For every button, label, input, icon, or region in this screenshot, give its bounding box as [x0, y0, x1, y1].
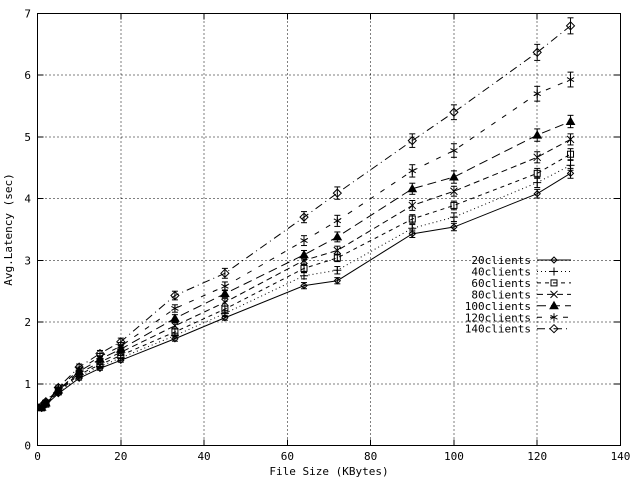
x-tick-label: 20 [114, 450, 127, 463]
x-tick-label: 140 [611, 450, 631, 463]
y-tick-label: 5 [24, 131, 31, 144]
tick-labels: 0 20 40 60 80 100 120 140 0 1 2 3 4 5 6 7 [24, 8, 630, 464]
legend-item-140clients: 140clients [465, 323, 571, 336]
legend-label: 40clients [471, 265, 531, 278]
legend-label: 80clients [471, 288, 531, 301]
y-tick-label: 4 [24, 193, 31, 206]
legend-label: 100clients [465, 300, 531, 313]
x-tick-label: 100 [444, 450, 464, 463]
y-tick-label: 3 [24, 254, 31, 267]
plot-border [37, 13, 621, 446]
legend-label: 120clients [465, 311, 531, 324]
legend-item-20clients: 20clients [471, 254, 571, 267]
y-tick-label: 2 [24, 316, 31, 329]
legend-item-60clients: 60clients [471, 277, 571, 290]
gridlines [37, 13, 621, 446]
legend-label: 20clients [471, 254, 531, 267]
series-140clients [36, 17, 576, 411]
y-tick-label: 0 [24, 440, 31, 453]
y-axis-label: Avg.Latency (sec) [2, 173, 15, 286]
legend: 20clients40clients60clients80clients100c… [465, 254, 571, 336]
legend-item-80clients: 80clients [471, 288, 571, 301]
legend-item-100clients: 100clients [465, 300, 571, 313]
y-tick-label: 7 [24, 8, 31, 21]
y-tick-label: 6 [24, 69, 31, 82]
x-tick-label: 120 [527, 450, 547, 463]
y-tick-label: 1 [24, 378, 31, 391]
x-axis-label: File Size (KBytes) [269, 465, 388, 478]
legend-label: 60clients [471, 277, 531, 290]
x-tick-label: 40 [197, 450, 210, 463]
legend-item-120clients: 120clients [465, 311, 571, 324]
legend-item-40clients: 40clients [471, 265, 571, 278]
x-tick-label: 60 [281, 450, 294, 463]
x-tick-label: 0 [34, 450, 41, 463]
legend-label: 140clients [465, 323, 531, 336]
tick-marks [37, 13, 621, 446]
x-tick-label: 80 [364, 450, 377, 463]
